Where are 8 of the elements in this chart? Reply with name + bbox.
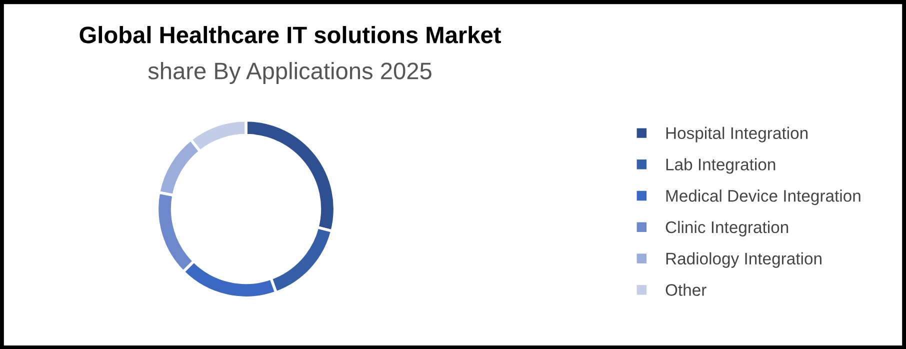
chart-subtitle: share By Applications 2025 [148, 62, 432, 84]
chart-title: Global Healthcare IT solutions Market [80, 26, 501, 44]
legend-label: Clinic Integration [666, 220, 788, 236]
legend-label: Lab Integration [666, 158, 776, 174]
legend-label: Medical Device Integration [666, 190, 860, 206]
legend-label: Other [666, 284, 706, 296]
legend-label: Hospital Integration [666, 126, 808, 142]
legend-label: Radiology Integration [666, 252, 822, 268]
